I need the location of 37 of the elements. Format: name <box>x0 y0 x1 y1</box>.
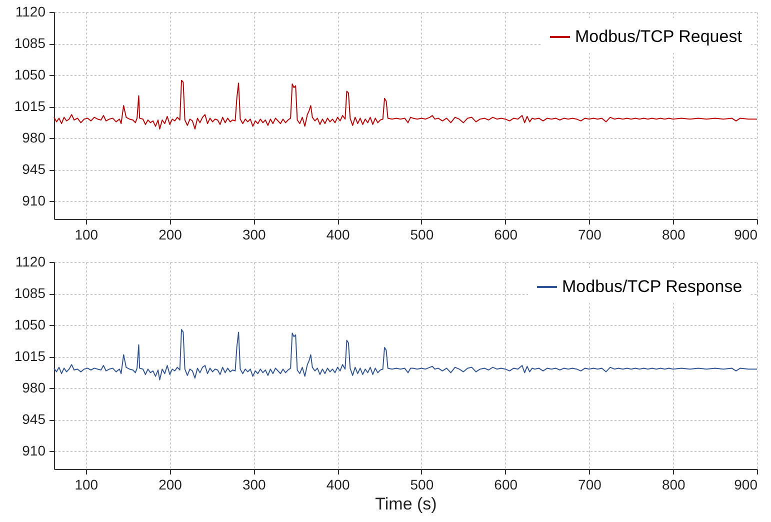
y-tick-label: 1050 <box>14 66 46 82</box>
x-tick-label: 500 <box>410 476 434 492</box>
x-tick-label: 200 <box>158 476 182 492</box>
y-tick-label: 910 <box>22 442 46 458</box>
x-axis-title: Time (s) <box>375 494 437 514</box>
x-tick-label: 600 <box>494 226 518 242</box>
line-series <box>54 80 758 130</box>
x-tick-label: 300 <box>242 226 266 242</box>
y-tick-label: 980 <box>22 130 46 146</box>
legend-label: Modbus/TCP Response <box>562 277 742 296</box>
y-tick-label: 1085 <box>14 285 46 301</box>
x-tick-label: 200 <box>158 226 182 242</box>
x-tick-label: 500 <box>410 226 434 242</box>
x-tick-label: 300 <box>242 476 266 492</box>
y-tick-label: 1015 <box>14 98 46 114</box>
x-tick-label: 800 <box>662 226 686 242</box>
x-tick-label: 100 <box>74 226 98 242</box>
line-series <box>54 329 758 380</box>
x-tick-label: 800 <box>662 476 686 492</box>
y-tick-label: 945 <box>22 411 46 427</box>
y-tick-label: 1120 <box>15 254 46 270</box>
y-tick-label: 1050 <box>14 316 46 332</box>
y-tick-label: 1015 <box>14 348 46 364</box>
legend-label: Modbus/TCP Request <box>575 27 742 46</box>
x-tick-label: 900 <box>734 476 758 492</box>
y-tick-label: 980 <box>22 380 46 396</box>
y-tick-label: 1120 <box>15 4 46 20</box>
x-tick-label: 600 <box>494 476 518 492</box>
x-tick-label: 700 <box>578 226 602 242</box>
x-tick-label: 400 <box>326 226 350 242</box>
x-tick-label: 700 <box>578 476 602 492</box>
x-tick-label: 400 <box>326 476 350 492</box>
y-tick-label: 910 <box>22 192 46 208</box>
y-tick-label: 945 <box>22 161 46 177</box>
y-tick-label: 1085 <box>14 35 46 51</box>
x-tick-label: 100 <box>74 476 98 492</box>
x-tick-label: 900 <box>734 226 758 242</box>
